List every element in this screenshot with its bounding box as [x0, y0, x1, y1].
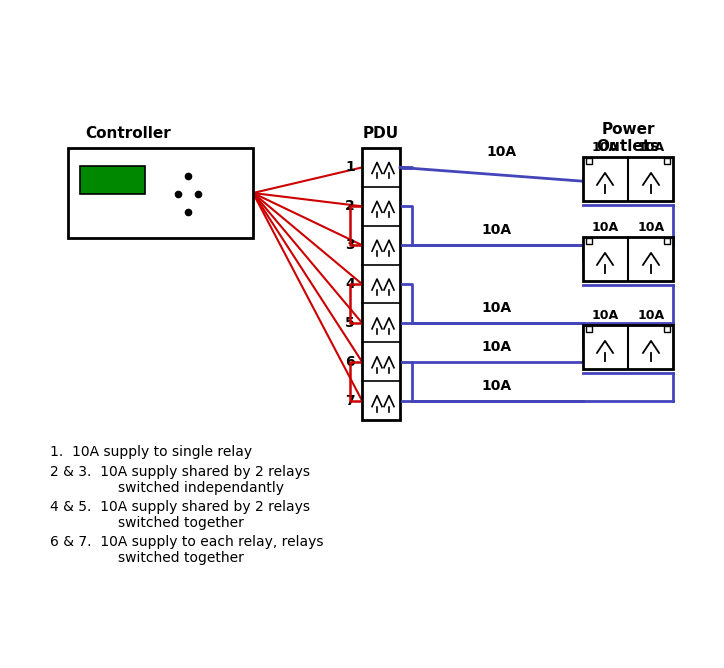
- Text: PDU: PDU: [363, 126, 399, 142]
- Text: 10A: 10A: [592, 309, 618, 322]
- Bar: [664, 238, 670, 244]
- Text: 6: 6: [345, 355, 355, 369]
- Text: Power
Outlets: Power Outlets: [597, 122, 660, 154]
- Text: 10A: 10A: [592, 221, 618, 234]
- Text: Controller: Controller: [85, 126, 171, 142]
- Text: switched together: switched together: [118, 551, 244, 565]
- Text: 10A: 10A: [481, 340, 512, 354]
- Bar: [583, 325, 673, 369]
- Text: 2: 2: [345, 199, 355, 213]
- Text: 3: 3: [345, 238, 355, 252]
- Bar: [80, 166, 145, 194]
- Bar: [586, 158, 592, 164]
- Text: 4 & 5.  10A supply shared by 2 relays: 4 & 5. 10A supply shared by 2 relays: [50, 500, 310, 514]
- Text: 10A: 10A: [637, 141, 665, 154]
- Bar: [586, 326, 592, 332]
- Text: 7: 7: [345, 393, 355, 407]
- Bar: [586, 238, 592, 244]
- Text: 4: 4: [345, 277, 355, 291]
- Bar: [583, 237, 673, 281]
- Text: 10A: 10A: [481, 301, 512, 315]
- Bar: [664, 326, 670, 332]
- Text: switched independantly: switched independantly: [118, 481, 284, 495]
- Text: 1: 1: [345, 160, 355, 174]
- Text: 10A: 10A: [481, 379, 512, 393]
- Text: 10A: 10A: [637, 221, 665, 234]
- Text: 10A: 10A: [637, 309, 665, 322]
- Text: 2 & 3.  10A supply shared by 2 relays: 2 & 3. 10A supply shared by 2 relays: [50, 465, 310, 479]
- Text: 10A: 10A: [481, 223, 512, 237]
- Text: 10A: 10A: [592, 141, 618, 154]
- Text: 6 & 7.  10A supply to each relay, relays: 6 & 7. 10A supply to each relay, relays: [50, 535, 324, 549]
- Text: 1.  10A supply to single relay: 1. 10A supply to single relay: [50, 445, 252, 459]
- Text: switched together: switched together: [118, 516, 244, 530]
- Text: 5: 5: [345, 316, 355, 330]
- Bar: [583, 157, 673, 201]
- Text: 10A: 10A: [487, 146, 516, 160]
- Bar: [68, 148, 253, 238]
- Bar: [362, 148, 400, 420]
- Bar: [664, 158, 670, 164]
